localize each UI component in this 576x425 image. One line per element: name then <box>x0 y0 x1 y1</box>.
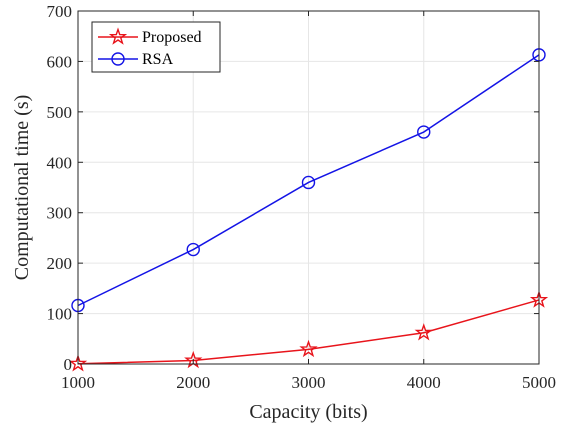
y-tick-label: 400 <box>47 153 73 172</box>
x-tick-label: 2000 <box>176 373 210 392</box>
y-tick-label: 100 <box>47 305 73 324</box>
data-point-rsa <box>186 242 200 257</box>
x-tick-label: 4000 <box>407 373 441 392</box>
y-axis-title: Computational time (s) <box>11 95 33 281</box>
y-tick-label: 200 <box>47 254 73 273</box>
y-tick-label: 0 <box>64 355 73 374</box>
legend-label-proposed: Proposed <box>142 29 202 46</box>
plot-series <box>68 48 549 372</box>
legend-entries: Proposed RSA <box>98 27 202 68</box>
data-point-rsa <box>301 175 316 190</box>
data-point-proposed <box>68 354 88 372</box>
legend-entry-proposed: Proposed <box>98 27 202 46</box>
legend: Proposed RSA <box>91 21 221 73</box>
x-tick-label: 3000 <box>292 373 326 392</box>
legend-entry-rsa: RSA <box>98 51 174 68</box>
series-line-proposed <box>77 299 540 365</box>
tick-labels: 1000 2000 3000 4000 5000 0 100 200 300 400 500 600 7… <box>47 2 557 392</box>
x-tick-label: 5000 <box>522 373 556 392</box>
data-point-proposed <box>299 339 318 358</box>
data-point-proposed <box>414 323 433 341</box>
y-tick-label: 600 <box>47 52 73 71</box>
data-point-rsa <box>417 125 431 139</box>
legend-label-rsa: RSA <box>142 51 174 68</box>
x-tick-label: 1000 <box>61 373 95 392</box>
legend-marker-proposed <box>108 27 128 45</box>
x-axis-title: Capacity (bits) <box>249 401 367 423</box>
ticks <box>77 10 540 365</box>
legend-marker-rsa <box>111 52 125 66</box>
y-tick-label: 500 <box>47 103 73 122</box>
series-line-rsa <box>77 54 540 307</box>
y-tick-label: 300 <box>47 204 73 223</box>
y-tick-label: 700 <box>47 2 73 21</box>
